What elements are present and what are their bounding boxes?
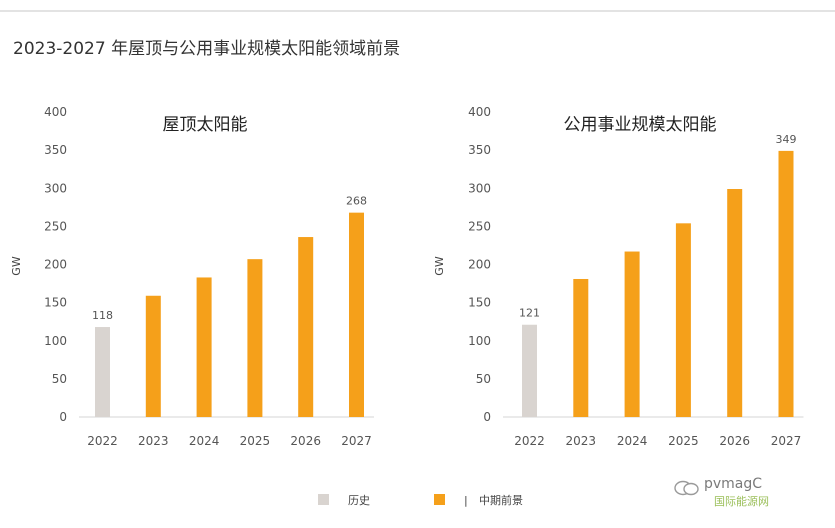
x-tick-label: 2023: [138, 434, 169, 448]
bar: [675, 223, 691, 417]
bar: [778, 150, 794, 417]
y-tick-label: 50: [476, 372, 491, 386]
y-tick-label: 300: [44, 181, 67, 195]
data-label: 349: [776, 133, 797, 146]
x-tick-label: 2027: [341, 434, 372, 448]
y-tick-label: 150: [44, 296, 67, 310]
y-tick-label: 300: [468, 181, 491, 195]
x-tick-label: 2027: [771, 434, 802, 448]
x-tick-label: 2022: [514, 434, 545, 448]
bar: [573, 278, 589, 417]
y-tick-label: 100: [44, 334, 67, 348]
y-tick-label: 100: [468, 334, 491, 348]
y-axis-label: GW: [433, 256, 446, 276]
y-tick-label: 200: [44, 258, 67, 272]
y-tick-label: 400: [468, 105, 491, 119]
y-tick-label: 250: [468, 219, 491, 233]
x-tick-label: 2026: [719, 434, 750, 448]
legend-swatch-outlook: [434, 494, 445, 505]
chart-title: 屋顶太阳能: [163, 115, 248, 135]
legend-label-history: 历史: [348, 494, 370, 507]
y-tick-label: 0: [59, 410, 67, 424]
data-label: 268: [346, 195, 367, 208]
bar: [298, 237, 314, 417]
bar: [196, 277, 212, 417]
chart-title: 公用事业规模太阳能: [564, 115, 717, 135]
data-label: 118: [92, 309, 113, 322]
page-title: 2023-2027 年屋顶与公用事业规模太阳能领域前景: [13, 39, 401, 59]
y-tick-label: 400: [44, 105, 67, 119]
bar: [145, 295, 161, 417]
bar: [247, 259, 263, 417]
y-axis-label: GW: [10, 256, 23, 276]
wechat-icon: [674, 480, 699, 496]
x-tick-label: 2025: [668, 434, 699, 448]
x-tick-label: 2022: [87, 434, 118, 448]
x-tick-label: 2025: [240, 434, 271, 448]
legend-label-outlook: 中期前景: [479, 493, 523, 507]
watermark-text: pvmagC: [704, 476, 763, 492]
bar: [522, 324, 537, 417]
legend-mark: |: [464, 494, 468, 507]
data-label: 121: [519, 307, 540, 320]
x-tick-label: 2024: [617, 434, 648, 448]
bar: [95, 327, 110, 417]
watermark-subtext: 国际能源网: [714, 495, 769, 508]
bar: [624, 251, 640, 417]
top-divider: [0, 10, 835, 12]
bar: [349, 212, 364, 417]
y-tick-label: 200: [468, 258, 491, 272]
y-tick-label: 350: [44, 143, 67, 157]
y-tick-label: 50: [52, 372, 67, 386]
x-tick-label: 2023: [566, 434, 597, 448]
y-tick-label: 0: [483, 410, 491, 424]
y-tick-label: 250: [44, 219, 67, 233]
x-tick-label: 2026: [290, 434, 321, 448]
y-tick-label: 150: [468, 296, 491, 310]
bar: [727, 189, 743, 417]
y-tick-label: 350: [468, 143, 491, 157]
legend-swatch-history: [318, 494, 329, 505]
x-tick-label: 2024: [189, 434, 220, 448]
